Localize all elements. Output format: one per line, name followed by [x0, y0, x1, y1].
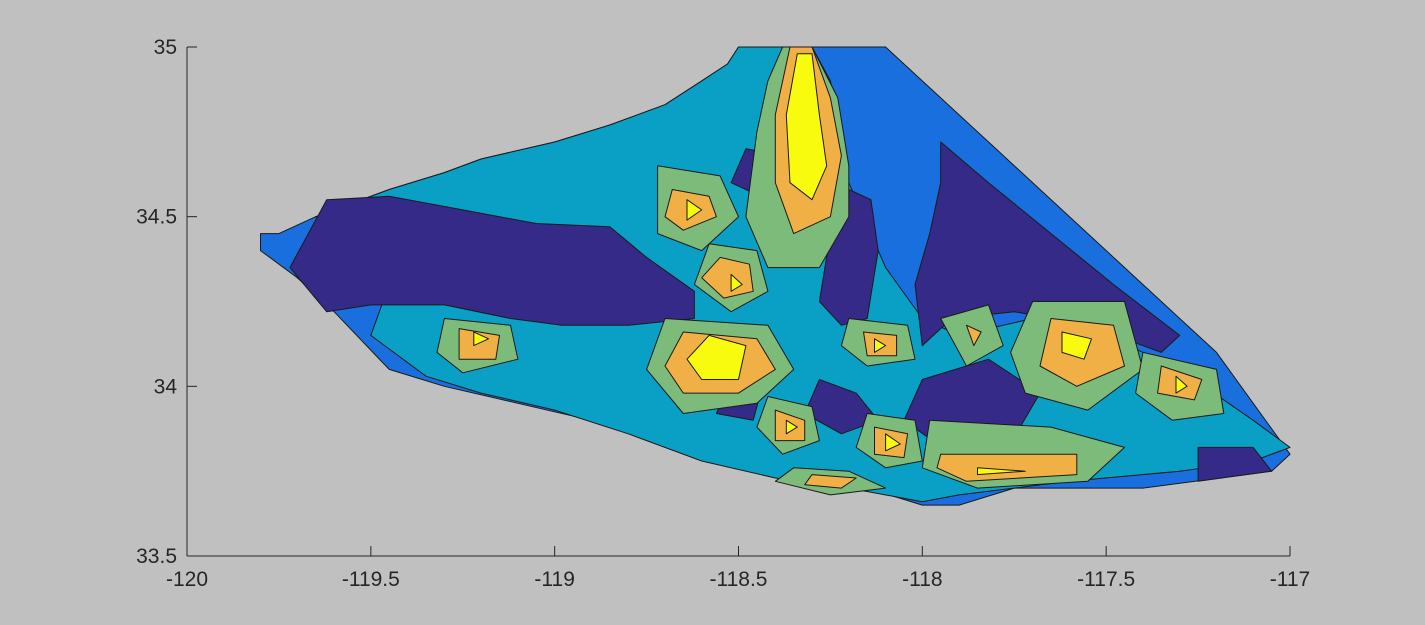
x-tick-label: -120 [166, 568, 208, 591]
contour-region-level-5 [804, 474, 857, 489]
x-tick-label: -118.5 [710, 568, 768, 591]
x-tick-label: -119 [534, 568, 574, 591]
contour-region-level-6 [686, 199, 703, 221]
x-tick-label: -118 [902, 568, 942, 591]
contour-region-level-6 [977, 467, 1026, 476]
contour-region-level-6 [785, 419, 798, 435]
contour-region-level-6 [785, 53, 828, 201]
contour-region-level-1 [1197, 446, 1273, 482]
contour-region-level-5 [966, 324, 982, 347]
x-ticks: -120 -119.5 -119 -118.5 -118 -117.5 -117 [166, 546, 1310, 591]
contour-region-level-6 [885, 433, 901, 452]
axes: -120 -119.5 -119 -118.5 -118 -117.5 -117 33.53… [136, 36, 1310, 591]
contour-region-level-5 [458, 328, 500, 360]
x-tick-label: -117.5 [1077, 568, 1135, 591]
contour-regions [260, 46, 1291, 506]
contour-region-level-5 [701, 256, 754, 299]
contour-region-level-6 [730, 273, 743, 292]
x-tick-label: -119.5 [342, 568, 400, 591]
y-tick-label: 34.5 [136, 206, 177, 229]
contour-region-level-5 [936, 453, 1078, 482]
contour-region-level-1 [289, 195, 695, 326]
contour-region-level-6 [473, 331, 489, 347]
y-tick-label: 35 [154, 36, 177, 59]
y-tick-label: 33.5 [136, 545, 177, 568]
y-ticks: 33.5 34 34.5 35 [136, 36, 197, 568]
contour-region-level-6 [1175, 375, 1188, 394]
x-tick-label: -117 [1270, 568, 1310, 591]
contour-region-level-6 [1061, 331, 1092, 360]
contour-region-level-6 [874, 338, 887, 353]
contour-region-level-6 [686, 334, 747, 380]
y-tick-label: 34 [154, 375, 178, 398]
